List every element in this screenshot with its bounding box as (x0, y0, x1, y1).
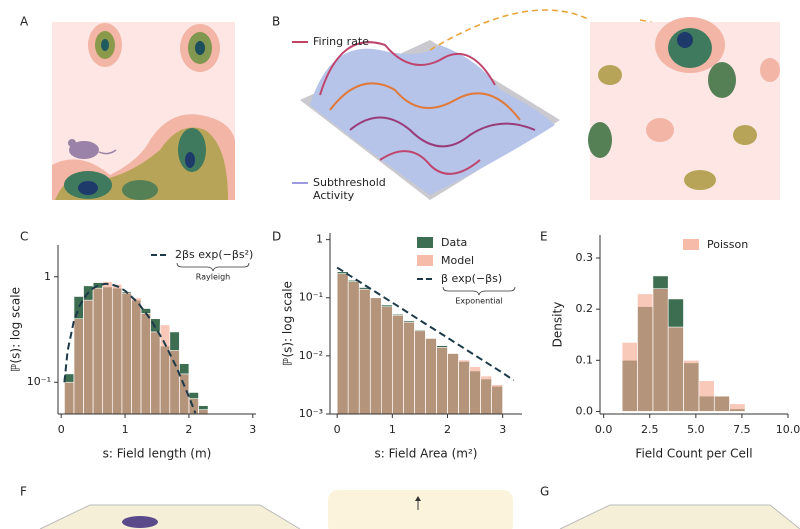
x-tick-label: 3 (249, 423, 256, 436)
bar (637, 293, 654, 412)
panel-f-preview (39, 490, 800, 529)
y-tick-label: 10⁻³ (299, 407, 323, 420)
y-tick-label: 0.0 (576, 404, 594, 417)
legend-swatch (417, 255, 433, 266)
legend-label: Model (441, 254, 474, 267)
panel-b-map (588, 17, 780, 200)
legend-brace (176, 262, 250, 272)
y-axis-label: ℙ(s): log scale (281, 281, 295, 366)
legend-swatch (683, 239, 699, 250)
panel-label: G (540, 485, 549, 499)
bar (358, 288, 371, 414)
x-tick-label: 2 (444, 423, 451, 436)
y-tick-label: 10⁻¹ (27, 375, 51, 388)
fit-curve (336, 266, 515, 382)
legend-swatch (417, 237, 433, 248)
x-axis-label: Field Count per Cell (635, 447, 752, 461)
panel-label: B (272, 15, 280, 29)
legend-label: Subthreshold (313, 176, 386, 189)
y-tick-label: 0.3 (576, 251, 594, 264)
plot-area (621, 275, 746, 412)
bar (469, 366, 481, 414)
x-tick-label: 0.0 (595, 423, 613, 436)
bar (403, 321, 415, 414)
bar (491, 384, 503, 414)
x-tick-label: 3 (499, 423, 506, 436)
legend-caption: Rayleigh (196, 273, 231, 282)
y-tick-label: 0.1 (576, 353, 594, 366)
x-tick-label: 5.0 (687, 423, 705, 436)
x-axis-label: s: Field Area (m²) (375, 447, 478, 461)
bar (652, 288, 669, 412)
x-tick-label: 7.5 (733, 423, 751, 436)
panel-label: E (540, 230, 548, 244)
legend-label: Poisson (707, 238, 748, 251)
plot-area (63, 281, 209, 414)
legend-label: Data (441, 236, 467, 249)
bar (347, 281, 360, 414)
x-tick-label: 0 (58, 423, 65, 436)
bar (392, 314, 404, 414)
panel-label: C (20, 230, 28, 244)
bar (121, 292, 132, 414)
bar (381, 306, 393, 414)
bar (131, 297, 142, 414)
bar (140, 313, 151, 414)
legend-brace (442, 286, 516, 296)
bar (414, 330, 426, 414)
panel-label: D (272, 230, 281, 244)
y-tick-label: 10⁻¹ (299, 291, 323, 304)
panel-label: A (20, 15, 29, 29)
bar (713, 395, 730, 412)
y-tick-label: 0.2 (576, 302, 594, 315)
y-axis-label: Density (551, 302, 565, 348)
bar (458, 359, 470, 414)
bar (369, 297, 382, 414)
bar (336, 273, 349, 414)
bar (698, 380, 715, 412)
x-tick-label: 1 (389, 423, 396, 436)
y-axis-label: ℙ(s): log scale (9, 287, 23, 372)
bar (621, 342, 638, 412)
plot-area (336, 266, 515, 414)
bar (64, 381, 75, 414)
legend-caption: Exponential (455, 297, 502, 306)
legend-label: Firing rate (313, 35, 369, 48)
x-tick-label: 2.5 (641, 423, 659, 436)
bar (683, 359, 700, 412)
panel-a-map (52, 22, 235, 200)
bar (447, 353, 459, 414)
bar (92, 287, 104, 414)
y-tick-label: 1 (316, 233, 323, 246)
panel-label: F (20, 485, 27, 499)
x-tick-label: 10.0 (776, 423, 800, 436)
bar (111, 283, 123, 414)
x-tick-label: 2 (185, 423, 192, 436)
x-tick-label: 1 (122, 423, 129, 436)
bar (436, 347, 448, 414)
x-tick-label: 0 (334, 423, 341, 436)
bar (73, 318, 84, 414)
legend-label: β exp(−βs) (441, 272, 502, 285)
y-tick-label: 10⁻² (299, 349, 323, 362)
bar (83, 299, 94, 414)
bar (480, 375, 492, 414)
bar (729, 403, 746, 412)
bar (667, 326, 684, 412)
bar (102, 281, 113, 414)
bar (425, 338, 437, 414)
panel-b-surface (292, 9, 686, 200)
bar (169, 350, 180, 414)
legend-label: 2βs exp(−βs²) (175, 248, 253, 261)
bar (198, 409, 209, 414)
bar (150, 331, 161, 414)
x-axis-label: s: Field length (m) (103, 447, 212, 461)
y-tick-label: 1 (44, 270, 51, 283)
legend-label: Activity (313, 189, 355, 202)
bar (159, 324, 171, 414)
